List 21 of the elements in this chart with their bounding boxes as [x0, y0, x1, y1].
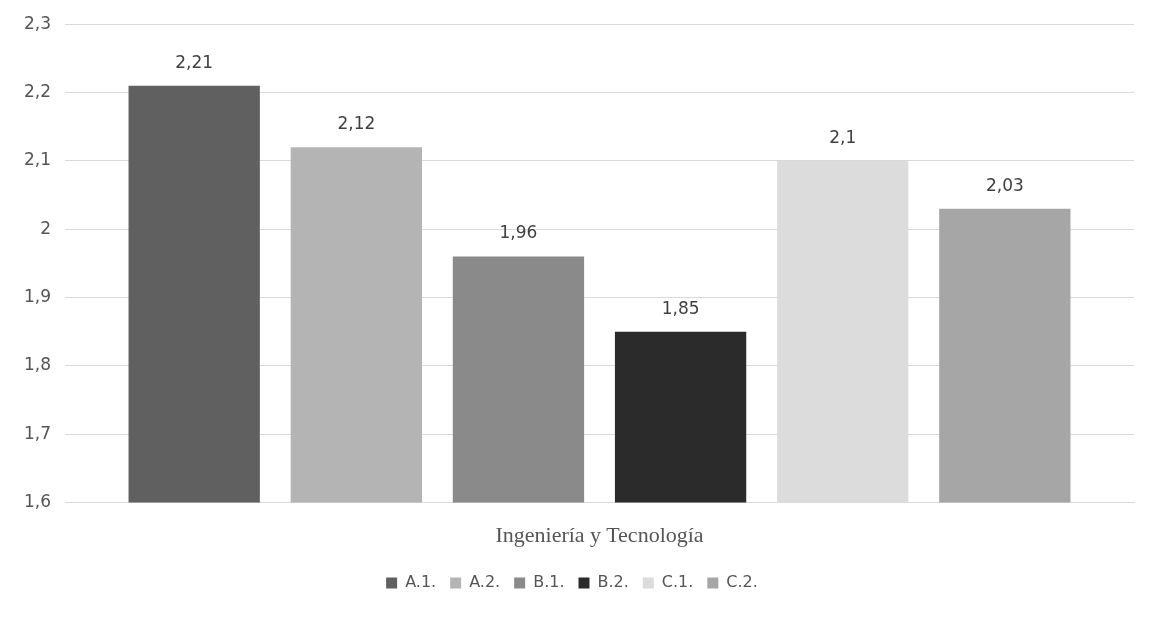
- data-label: 2,12: [337, 113, 376, 134]
- legend-label: C.2.: [726, 572, 758, 592]
- data-label: 1,96: [499, 222, 538, 243]
- y-tick-label: 1,6: [23, 491, 52, 512]
- data-label: 1,85: [661, 297, 700, 318]
- legend-label: B.1.: [533, 572, 565, 592]
- y-tick-label: 2: [40, 217, 52, 238]
- data-label: 2,03: [985, 174, 1024, 195]
- legend-label: A.1.: [405, 572, 437, 592]
- y-tick-label: 2,3: [23, 12, 52, 33]
- y-tick-label: 2,1: [23, 149, 52, 170]
- legend-label: B.2.: [597, 572, 629, 592]
- y-tick-label: 1,7: [23, 422, 52, 443]
- data-label: 2,1: [829, 126, 857, 147]
- legend-label: C.1.: [661, 572, 694, 592]
- y-tick-label: 2,2: [23, 80, 52, 101]
- data-label: 2,21: [175, 51, 214, 72]
- y-tick-label: 1,8: [23, 354, 52, 375]
- legend-label: A.2.: [469, 572, 501, 592]
- y-tick-label: 1,9: [23, 285, 52, 306]
- x-tick-label: Ingeniería y Tecnología: [495, 521, 704, 547]
